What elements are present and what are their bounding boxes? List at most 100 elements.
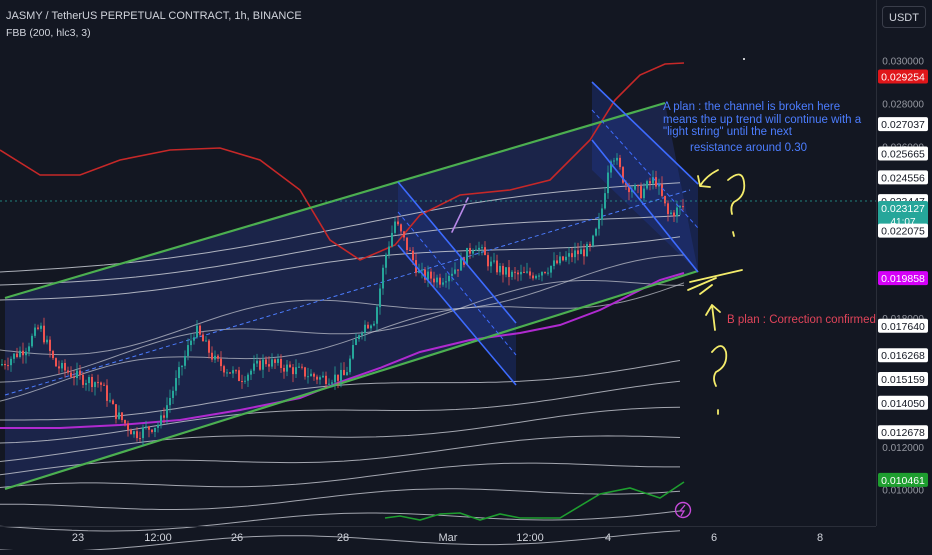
candle[interactable] [613, 157, 615, 166]
candle[interactable] [130, 428, 132, 435]
candle[interactable] [391, 225, 393, 248]
candle[interactable] [313, 372, 315, 381]
candle[interactable] [439, 273, 441, 288]
candle[interactable] [397, 215, 399, 227]
candle[interactable] [460, 252, 462, 271]
candle[interactable] [622, 166, 624, 185]
candle[interactable] [571, 247, 573, 263]
candle[interactable] [7, 357, 9, 371]
candle[interactable] [361, 330, 363, 340]
candle[interactable] [574, 242, 576, 264]
candle[interactable] [457, 269, 459, 278]
current-mid-line[interactable] [591, 109, 699, 229]
candle[interactable] [226, 368, 228, 377]
candle[interactable] [643, 183, 645, 202]
candle[interactable] [211, 346, 213, 363]
price-label[interactable]: 0.027037 [878, 117, 928, 132]
candle[interactable] [199, 324, 201, 337]
candle[interactable] [157, 421, 159, 433]
candle[interactable] [607, 165, 609, 199]
candle[interactable] [109, 392, 111, 403]
candle[interactable] [103, 382, 105, 386]
price-label[interactable]: 0.024556 [878, 170, 928, 185]
candle[interactable] [541, 271, 543, 282]
candle[interactable] [505, 267, 507, 278]
candle[interactable] [10, 356, 12, 372]
candle[interactable] [256, 353, 258, 368]
candle[interactable] [682, 199, 684, 211]
candle[interactable] [337, 374, 339, 389]
candle[interactable] [550, 265, 552, 278]
candle[interactable] [619, 154, 621, 170]
candle[interactable] [403, 230, 405, 241]
candle[interactable] [433, 271, 435, 288]
candle[interactable] [181, 365, 183, 376]
candle[interactable] [394, 217, 396, 235]
candle[interactable] [61, 360, 63, 373]
candle[interactable] [526, 262, 528, 274]
candle[interactable] [379, 284, 381, 315]
candle[interactable] [52, 349, 54, 361]
candle[interactable] [679, 204, 681, 215]
candle[interactable] [190, 333, 192, 352]
candle[interactable] [91, 373, 93, 393]
candle[interactable] [523, 266, 525, 274]
current-upper-line[interactable] [591, 81, 699, 185]
candle[interactable] [442, 277, 444, 287]
candle[interactable] [373, 320, 375, 327]
candle[interactable] [496, 254, 498, 275]
candle[interactable] [472, 248, 474, 258]
candle[interactable] [253, 355, 255, 374]
candle[interactable] [175, 370, 177, 396]
candle[interactable] [346, 366, 348, 376]
candle[interactable] [331, 379, 333, 388]
candle[interactable] [451, 267, 453, 282]
candle[interactable] [658, 178, 660, 195]
candle[interactable] [370, 324, 372, 332]
candle[interactable] [229, 372, 231, 374]
candle[interactable] [94, 381, 96, 396]
candle[interactable] [367, 321, 369, 330]
candle[interactable] [448, 273, 450, 290]
candle[interactable] [580, 240, 582, 255]
candle[interactable] [466, 247, 468, 266]
candle[interactable] [22, 342, 24, 364]
candle[interactable] [328, 378, 330, 385]
candle[interactable] [490, 256, 492, 273]
candle[interactable] [517, 269, 519, 282]
candle[interactable] [19, 346, 21, 359]
candle[interactable] [478, 241, 480, 256]
candle[interactable] [220, 351, 222, 372]
candle[interactable] [127, 420, 129, 437]
channel-upper-line[interactable] [4, 101, 666, 300]
candle[interactable] [352, 339, 354, 360]
candle[interactable] [445, 272, 447, 288]
candle[interactable] [553, 252, 555, 270]
candle[interactable] [67, 366, 69, 375]
candle[interactable] [655, 170, 657, 189]
candle[interactable] [409, 247, 411, 252]
candle[interactable] [493, 252, 495, 264]
candle[interactable] [559, 251, 561, 266]
candle[interactable] [355, 332, 357, 346]
candle[interactable] [85, 379, 87, 391]
candle[interactable] [196, 320, 198, 339]
candle[interactable] [55, 357, 57, 367]
candle[interactable] [382, 264, 384, 295]
price-label[interactable]: 0.014050 [878, 395, 928, 410]
candle[interactable] [670, 210, 672, 216]
candle[interactable] [637, 184, 639, 194]
candle[interactable] [37, 324, 39, 331]
candle[interactable] [142, 424, 144, 447]
price-label[interactable]: 0.012678 [878, 425, 928, 440]
candle[interactable] [73, 370, 75, 386]
candle[interactable] [40, 322, 42, 332]
candle[interactable] [88, 374, 90, 392]
candle[interactable] [499, 262, 501, 276]
candle[interactable] [115, 404, 117, 424]
candle[interactable] [583, 243, 585, 265]
candle[interactable] [79, 365, 81, 380]
candle[interactable] [484, 241, 486, 256]
candle[interactable] [358, 334, 360, 342]
